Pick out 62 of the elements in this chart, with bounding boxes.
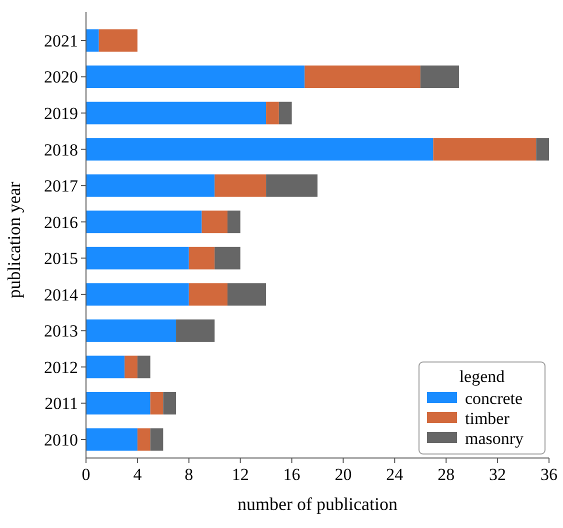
x-tick-label: 20 — [334, 465, 352, 484]
bar — [86, 428, 138, 451]
bar — [278, 102, 292, 124]
bar — [86, 319, 176, 342]
y-axis-title: publication year — [4, 182, 24, 298]
x-tick-label: 12 — [232, 465, 249, 484]
bar — [150, 392, 164, 414]
bar — [137, 428, 150, 451]
bar — [124, 356, 138, 378]
y-tick-label: 2018 — [44, 140, 78, 160]
y-tick-label: 2021 — [44, 31, 78, 50]
y-tick-label: 2012 — [44, 358, 78, 377]
bar — [176, 319, 215, 342]
bar — [266, 174, 318, 197]
x-tick-label: 4 — [133, 465, 142, 484]
bar — [202, 210, 228, 234]
x-tick-label: 16 — [283, 465, 300, 484]
bar — [214, 174, 266, 197]
legend-label: timber — [465, 408, 510, 428]
legend-title: legend — [459, 367, 506, 386]
y-tick-label: 2014 — [44, 285, 78, 304]
bar — [188, 246, 215, 270]
bar — [86, 29, 99, 52]
y-tick-label: 2011 — [44, 394, 78, 414]
legend-label: masonry — [465, 428, 524, 448]
y-tick-label: 2015 — [44, 249, 78, 268]
bar — [86, 283, 189, 306]
y-tick-label: 2020 — [44, 68, 78, 87]
bar — [188, 283, 228, 306]
bar — [433, 138, 536, 161]
y-tick-label: 2013 — [44, 322, 78, 341]
bar — [137, 356, 150, 378]
x-axis-title: number of publication — [238, 494, 398, 514]
legend-label: concrete — [465, 388, 523, 408]
x-tick-label: 36 — [540, 465, 558, 484]
bar — [86, 246, 189, 270]
bar — [86, 102, 266, 124]
bar — [420, 66, 459, 88]
bar — [536, 138, 549, 161]
bar — [163, 392, 176, 414]
bar — [86, 174, 215, 197]
bar — [214, 246, 240, 270]
y-tick-label: 2019 — [44, 104, 78, 123]
x-tick-label: 8 — [184, 465, 194, 484]
y-tick-label: 2017 — [44, 176, 78, 196]
bar — [98, 29, 138, 52]
x-tick-label: 24 — [386, 465, 404, 484]
x-tick-label: 0 — [82, 465, 90, 484]
y-tick-label: 2016 — [44, 212, 78, 232]
bar — [86, 392, 150, 414]
y-tick-label: 2010 — [44, 430, 78, 450]
bar — [86, 138, 434, 161]
bar — [150, 428, 164, 451]
x-tick-label: 28 — [438, 465, 455, 484]
x-tick-label: 32 — [489, 465, 506, 484]
bar — [86, 210, 202, 234]
bar — [227, 210, 240, 234]
bar — [266, 102, 279, 124]
bar — [227, 283, 266, 306]
bar — [86, 66, 305, 88]
bar — [304, 66, 420, 88]
bar — [86, 356, 125, 378]
